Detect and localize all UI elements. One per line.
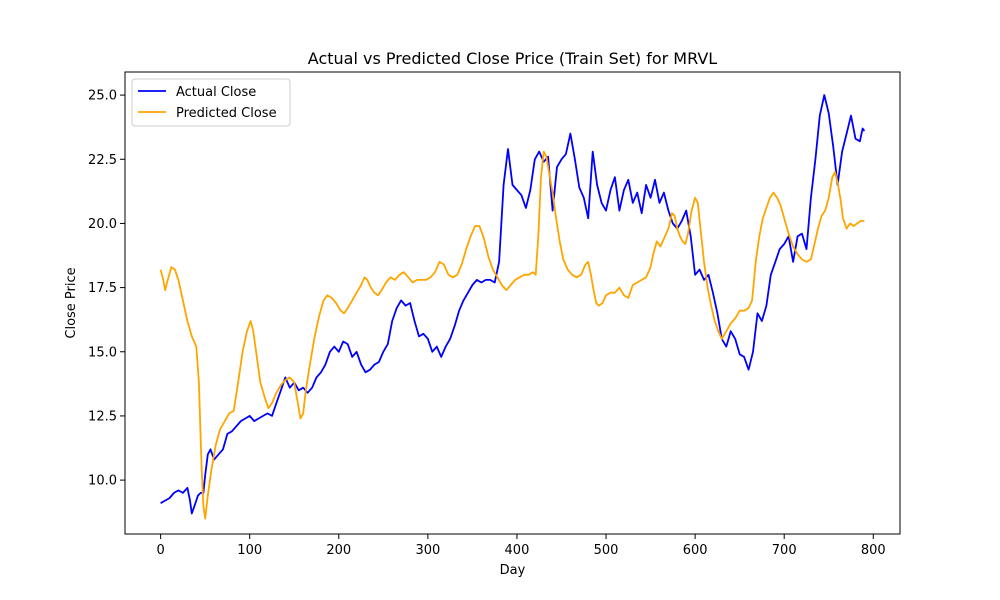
x-tick-label: 100 (237, 543, 262, 558)
plot-frame (124, 71, 901, 535)
legend-label-predicted-close: Predicted Close (176, 106, 277, 121)
chart-title: Actual vs Predicted Close Price (Train S… (308, 49, 717, 68)
series-layer (159, 94, 866, 520)
x-tick-label: 0 (156, 543, 164, 558)
y-tick-label: 20.0 (88, 217, 117, 232)
x-tick-label: 800 (861, 543, 886, 558)
x-tick-label: 300 (415, 543, 440, 558)
y-tick-label: 22.5 (88, 153, 117, 168)
series-line-actual-close (160, 94, 866, 515)
y-tick-label: 12.5 (88, 409, 117, 424)
y-axis: 10.0 12.5 15.0 17.5 20.0 22.5 25.0 (88, 89, 125, 489)
y-tick-label: 17.5 (88, 281, 117, 296)
legend-box (131, 78, 291, 127)
y-tick-label: 15.0 (88, 345, 117, 360)
plot-area (125, 72, 900, 534)
legend-label-actual-close: Actual Close (176, 85, 256, 100)
legend: Actual Close Predicted Close (131, 78, 291, 127)
x-tick-label: 200 (326, 543, 351, 558)
x-tick-label: 600 (683, 543, 708, 558)
y-tick-label: 10.0 (88, 474, 117, 489)
x-axis: 0 100 200 300 400 500 600 700 800 (156, 534, 886, 558)
x-tick-label: 400 (505, 543, 530, 558)
x-tick-label: 500 (594, 543, 619, 558)
y-axis-title: Close Price (64, 267, 79, 338)
x-axis-title: Day (500, 563, 526, 578)
x-tick-label: 700 (772, 543, 797, 558)
y-tick-label: 25.0 (88, 89, 117, 104)
series-line-predicted-close (159, 150, 865, 520)
